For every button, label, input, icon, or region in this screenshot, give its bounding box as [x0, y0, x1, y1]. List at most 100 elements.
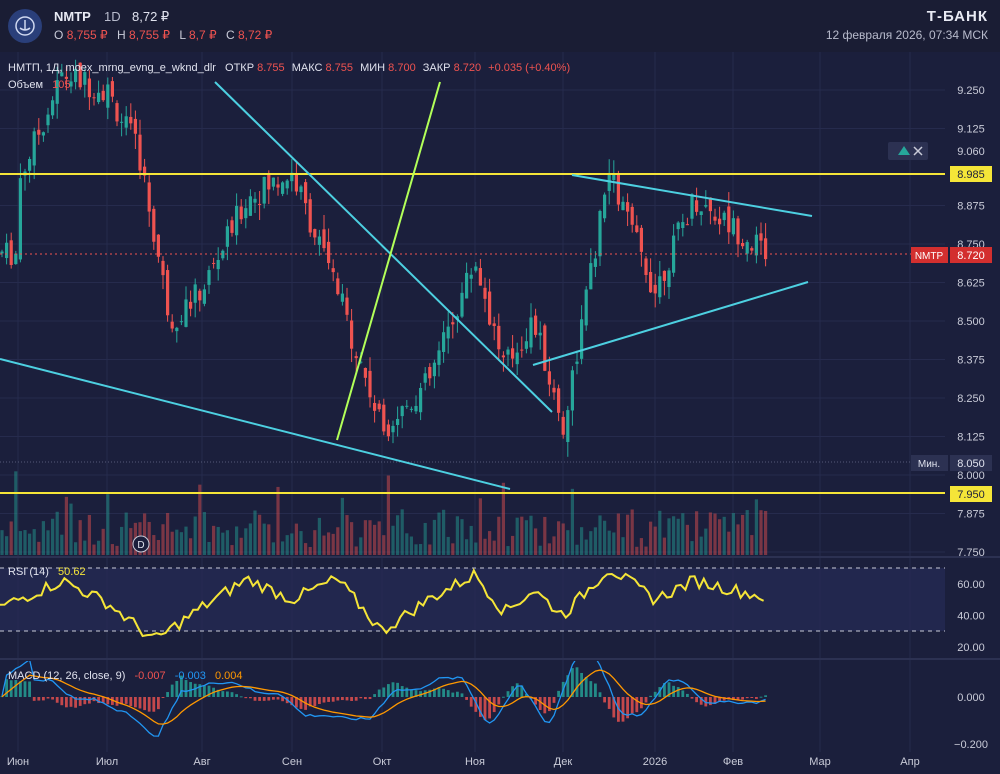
macd-signal-line [1, 669, 766, 725]
volume-bar [488, 531, 492, 555]
min-badge-label: Мин. [918, 459, 940, 470]
macd-bar [400, 686, 404, 697]
macd-bar [166, 692, 169, 697]
time-tick: 2026 [643, 756, 667, 768]
candle [368, 370, 372, 398]
candle [561, 416, 565, 435]
candle [248, 196, 252, 216]
candle [373, 402, 377, 411]
volume-bar [313, 530, 317, 555]
candle [41, 132, 45, 136]
candle [731, 218, 735, 235]
volume-bar [115, 545, 119, 555]
candle [639, 227, 643, 252]
macd-bar [538, 697, 542, 710]
macd-bar [382, 687, 386, 697]
lower-level-price: 7.950 [957, 489, 985, 501]
candle [83, 72, 87, 85]
volume-bar [304, 543, 308, 555]
candle [667, 270, 671, 288]
candle [400, 406, 404, 417]
candle [331, 268, 335, 273]
ticker-symbol[interactable]: NMTP [54, 9, 91, 24]
macd-bar [502, 696, 505, 698]
candle [290, 172, 294, 182]
candle [336, 278, 340, 295]
bell-icon[interactable] [898, 146, 910, 155]
macd-bar [331, 697, 335, 702]
macd-bar [414, 690, 418, 697]
volume-value: 105 [52, 79, 70, 91]
volume-bar [524, 520, 528, 555]
candle [745, 242, 749, 254]
volume-bar [547, 543, 551, 555]
time-axis[interactable]: Июн Июл Авг Сен Окт Ноя Дек 2026 Фев Мар Апр [7, 756, 920, 768]
chart-area[interactable]: D НМТП, 1Д, moex_mrng_evng_e_wknd_dlr ОТ… [0, 52, 1000, 774]
volume-bar [759, 510, 763, 555]
candle [557, 388, 561, 413]
dividend-marker[interactable] [132, 535, 150, 553]
triangle-lower-line[interactable] [532, 281, 809, 366]
macd-bar [709, 697, 712, 706]
macd-bar [571, 668, 574, 697]
volume-bar [478, 498, 482, 555]
main-legend: НМТП, 1Д, moex_mrng_evng_e_wknd_dlr ОТКР… [8, 62, 570, 91]
volume-bar [156, 540, 160, 555]
candle [225, 226, 229, 247]
volume-bar [603, 520, 607, 555]
macd-bar [428, 689, 432, 697]
candle [534, 315, 538, 335]
volume-bar [575, 544, 579, 555]
macd-bar [313, 697, 317, 707]
alert-box[interactable] [888, 142, 928, 160]
candle [235, 205, 239, 236]
volume-bar [731, 513, 735, 555]
macd-bar [575, 667, 579, 697]
macd-bar [607, 697, 611, 709]
volume-bar [327, 532, 331, 555]
macd-bar [129, 697, 133, 707]
time-tick: Окт [373, 756, 392, 768]
trendline-down-large[interactable] [214, 81, 553, 413]
ohlc-key: C [225, 28, 235, 42]
volume-bar [386, 475, 390, 555]
candle [239, 206, 243, 220]
macd-bar [713, 697, 717, 704]
candle [276, 184, 280, 188]
alert-controls[interactable] [888, 142, 928, 160]
trendline-lower-channel[interactable] [0, 358, 511, 490]
macd-bar [74, 697, 77, 708]
timeframe[interactable]: 1D [104, 9, 121, 24]
macd-bar [19, 681, 22, 697]
volume-bar [741, 514, 745, 555]
macd-bar [732, 697, 735, 700]
candle [9, 240, 13, 265]
candle [584, 289, 588, 326]
volume-bar [235, 526, 239, 555]
volume-bar [166, 513, 170, 555]
header-bar: NMTP 1D 8,72 ₽ O 8,755 ₽ H 8,755 ₽ L 8,7… [0, 0, 1000, 52]
volume-bar [276, 486, 280, 555]
candle [120, 121, 124, 123]
candle [359, 361, 363, 363]
triangle-upper-line[interactable] [571, 174, 813, 217]
macd-bar [442, 688, 445, 697]
volume-bar [101, 528, 105, 555]
macd-bar [686, 693, 689, 697]
candle [18, 178, 22, 260]
price-tick: 8.375 [957, 355, 985, 367]
trendline-up-steep[interactable] [336, 81, 441, 441]
candle [189, 301, 193, 309]
main-pane: D [0, 59, 945, 555]
macd-bar [695, 697, 698, 703]
volume-bar [405, 533, 409, 555]
close-icon[interactable] [913, 146, 923, 156]
candle [451, 322, 455, 325]
candle [543, 325, 547, 371]
macd-bar [193, 683, 197, 697]
macd-bar [373, 694, 376, 697]
candle [69, 81, 73, 87]
macd-bar [718, 697, 721, 701]
candle [708, 197, 712, 212]
macd-bar [474, 697, 478, 712]
